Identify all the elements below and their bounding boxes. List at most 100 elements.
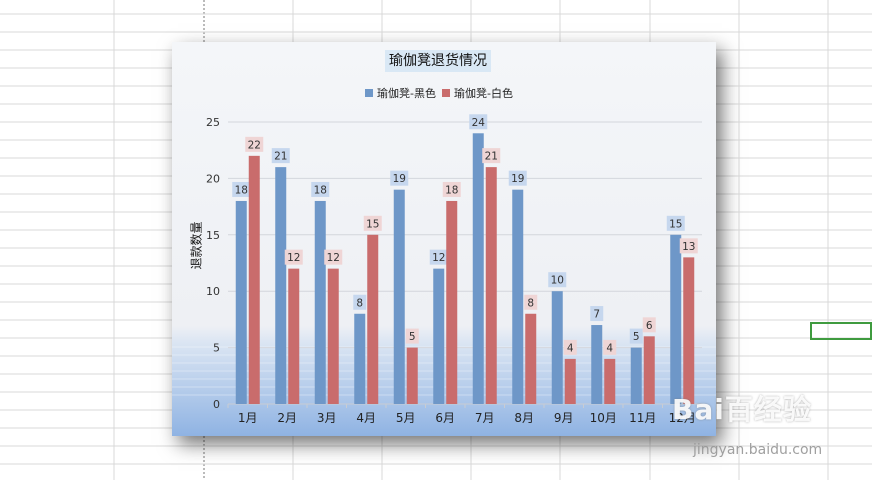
data-label: 12 — [287, 252, 300, 264]
bar-white — [643, 336, 655, 404]
chart-panel[interactable]: 0 5 10 15 20 25 1月 18 22 2月 21 12 3月 18 12 4月 8 15 5月 19 5 6月… — [172, 42, 716, 436]
data-label-bg — [508, 170, 527, 186]
data-label-bg — [245, 136, 264, 152]
data-label-bg — [563, 339, 577, 355]
bar-white — [367, 234, 379, 404]
chart-title[interactable]: 瑜伽凳退货情况 — [385, 50, 491, 72]
data-label: 4 — [567, 342, 574, 354]
data-label: 8 — [356, 297, 363, 309]
data-label-bg — [524, 294, 538, 310]
data-label-bg — [311, 181, 330, 197]
data-label: 13 — [682, 241, 695, 253]
data-label-bg — [284, 249, 303, 265]
x-tick-label: 8月 — [514, 411, 534, 425]
data-label-bg — [469, 114, 488, 130]
data-label-bg — [666, 215, 685, 231]
bar-black — [551, 291, 563, 404]
x-tick-label: 1月 — [238, 411, 258, 425]
bar-white — [564, 358, 576, 404]
data-label: 19 — [393, 173, 406, 185]
bar-white — [604, 358, 616, 404]
data-label-bg — [442, 181, 461, 197]
bar-black — [354, 313, 366, 404]
legend-item-white[interactable]: 瑜伽凳-白色 — [441, 85, 513, 101]
x-tick-label: 9月 — [554, 411, 574, 425]
data-label-bg — [679, 238, 698, 254]
y-tick-label: 15 — [206, 229, 220, 242]
x-tick-label: 11月 — [629, 411, 656, 425]
data-label-bg — [482, 148, 501, 164]
data-label: 5 — [633, 331, 640, 343]
y-tick-label: 20 — [206, 172, 220, 185]
legend-label-black: 瑜伽凳-黑色 — [377, 87, 436, 100]
x-tick-label: 7月 — [475, 411, 495, 425]
data-label-bg — [324, 249, 343, 265]
y-tick-label: 5 — [213, 342, 220, 355]
chart-canvas: 0 5 10 15 20 25 1月 18 22 2月 21 12 3月 18 12 4月 8 15 5月 19 5 6月… — [172, 42, 716, 436]
bar-white — [288, 268, 300, 404]
bar-black — [314, 200, 326, 404]
data-label-bg — [548, 272, 567, 288]
legend-item-black[interactable]: 瑜伽凳-黑色 — [365, 85, 436, 101]
bar-black — [275, 167, 287, 404]
data-label-bg — [353, 294, 367, 310]
data-label: 15 — [669, 218, 682, 230]
bar-black — [235, 200, 247, 404]
data-label: 10 — [551, 275, 564, 287]
data-label-bg — [642, 317, 656, 333]
bar-white — [406, 347, 418, 404]
data-label-bg — [390, 170, 409, 186]
data-label: 15 — [366, 218, 379, 230]
data-label-bg — [429, 249, 448, 265]
data-label: 21 — [274, 151, 287, 163]
bar-white — [248, 155, 260, 404]
data-label: 22 — [248, 139, 261, 151]
bar-black — [591, 325, 603, 404]
data-label: 7 — [593, 309, 600, 321]
x-tick-label: 5月 — [396, 411, 416, 425]
watermark-logo: Bai百经验 — [672, 393, 812, 426]
y-tick-label: 0 — [213, 398, 220, 411]
data-label-bg — [232, 181, 251, 197]
data-label-bg — [590, 306, 604, 322]
bar-black — [393, 189, 405, 404]
x-tick-label: 4月 — [356, 411, 376, 425]
bar-white — [327, 268, 339, 404]
selected-cell[interactable] — [810, 322, 872, 340]
y-tick-label: 25 — [206, 116, 220, 129]
bar-white — [446, 200, 458, 404]
data-label-bg — [405, 328, 419, 344]
data-label-bg — [271, 148, 290, 164]
data-label: 6 — [646, 320, 653, 332]
bar-white — [485, 167, 497, 404]
data-label: 12 — [432, 252, 445, 264]
data-label: 18 — [445, 184, 458, 196]
data-label: 19 — [511, 173, 524, 185]
y-axis-title[interactable]: 退款数量 — [189, 221, 204, 270]
bar-black — [433, 268, 445, 404]
bar-black — [670, 234, 682, 404]
y-tick-label: 10 — [206, 285, 220, 298]
x-tick-label: 10月 — [590, 411, 617, 425]
legend-swatch-black — [365, 89, 373, 97]
data-label-bg — [363, 215, 382, 231]
data-label: 5 — [409, 331, 416, 343]
bar-white — [683, 257, 695, 404]
x-tick-label: 2月 — [277, 411, 297, 425]
x-tick-label: 3月 — [317, 411, 337, 425]
data-label-bg — [603, 339, 617, 355]
x-tick-label: 12月 — [669, 411, 696, 425]
data-label: 4 — [606, 342, 613, 354]
data-label: 21 — [485, 151, 498, 163]
legend-swatch-white — [441, 89, 450, 97]
data-label-bg — [629, 328, 643, 344]
bar-black — [630, 347, 642, 404]
legend[interactable]: 瑜伽凳-黑色 瑜伽凳-白色 — [365, 85, 519, 101]
bar-black — [512, 189, 524, 404]
watermark-url: jingyan.baidu.com — [693, 442, 823, 458]
data-label: 8 — [527, 297, 534, 309]
bar-black — [472, 133, 484, 404]
data-label: 18 — [314, 184, 327, 196]
data-label: 18 — [235, 184, 248, 196]
legend-label-white: 瑜伽凳-白色 — [453, 87, 513, 100]
